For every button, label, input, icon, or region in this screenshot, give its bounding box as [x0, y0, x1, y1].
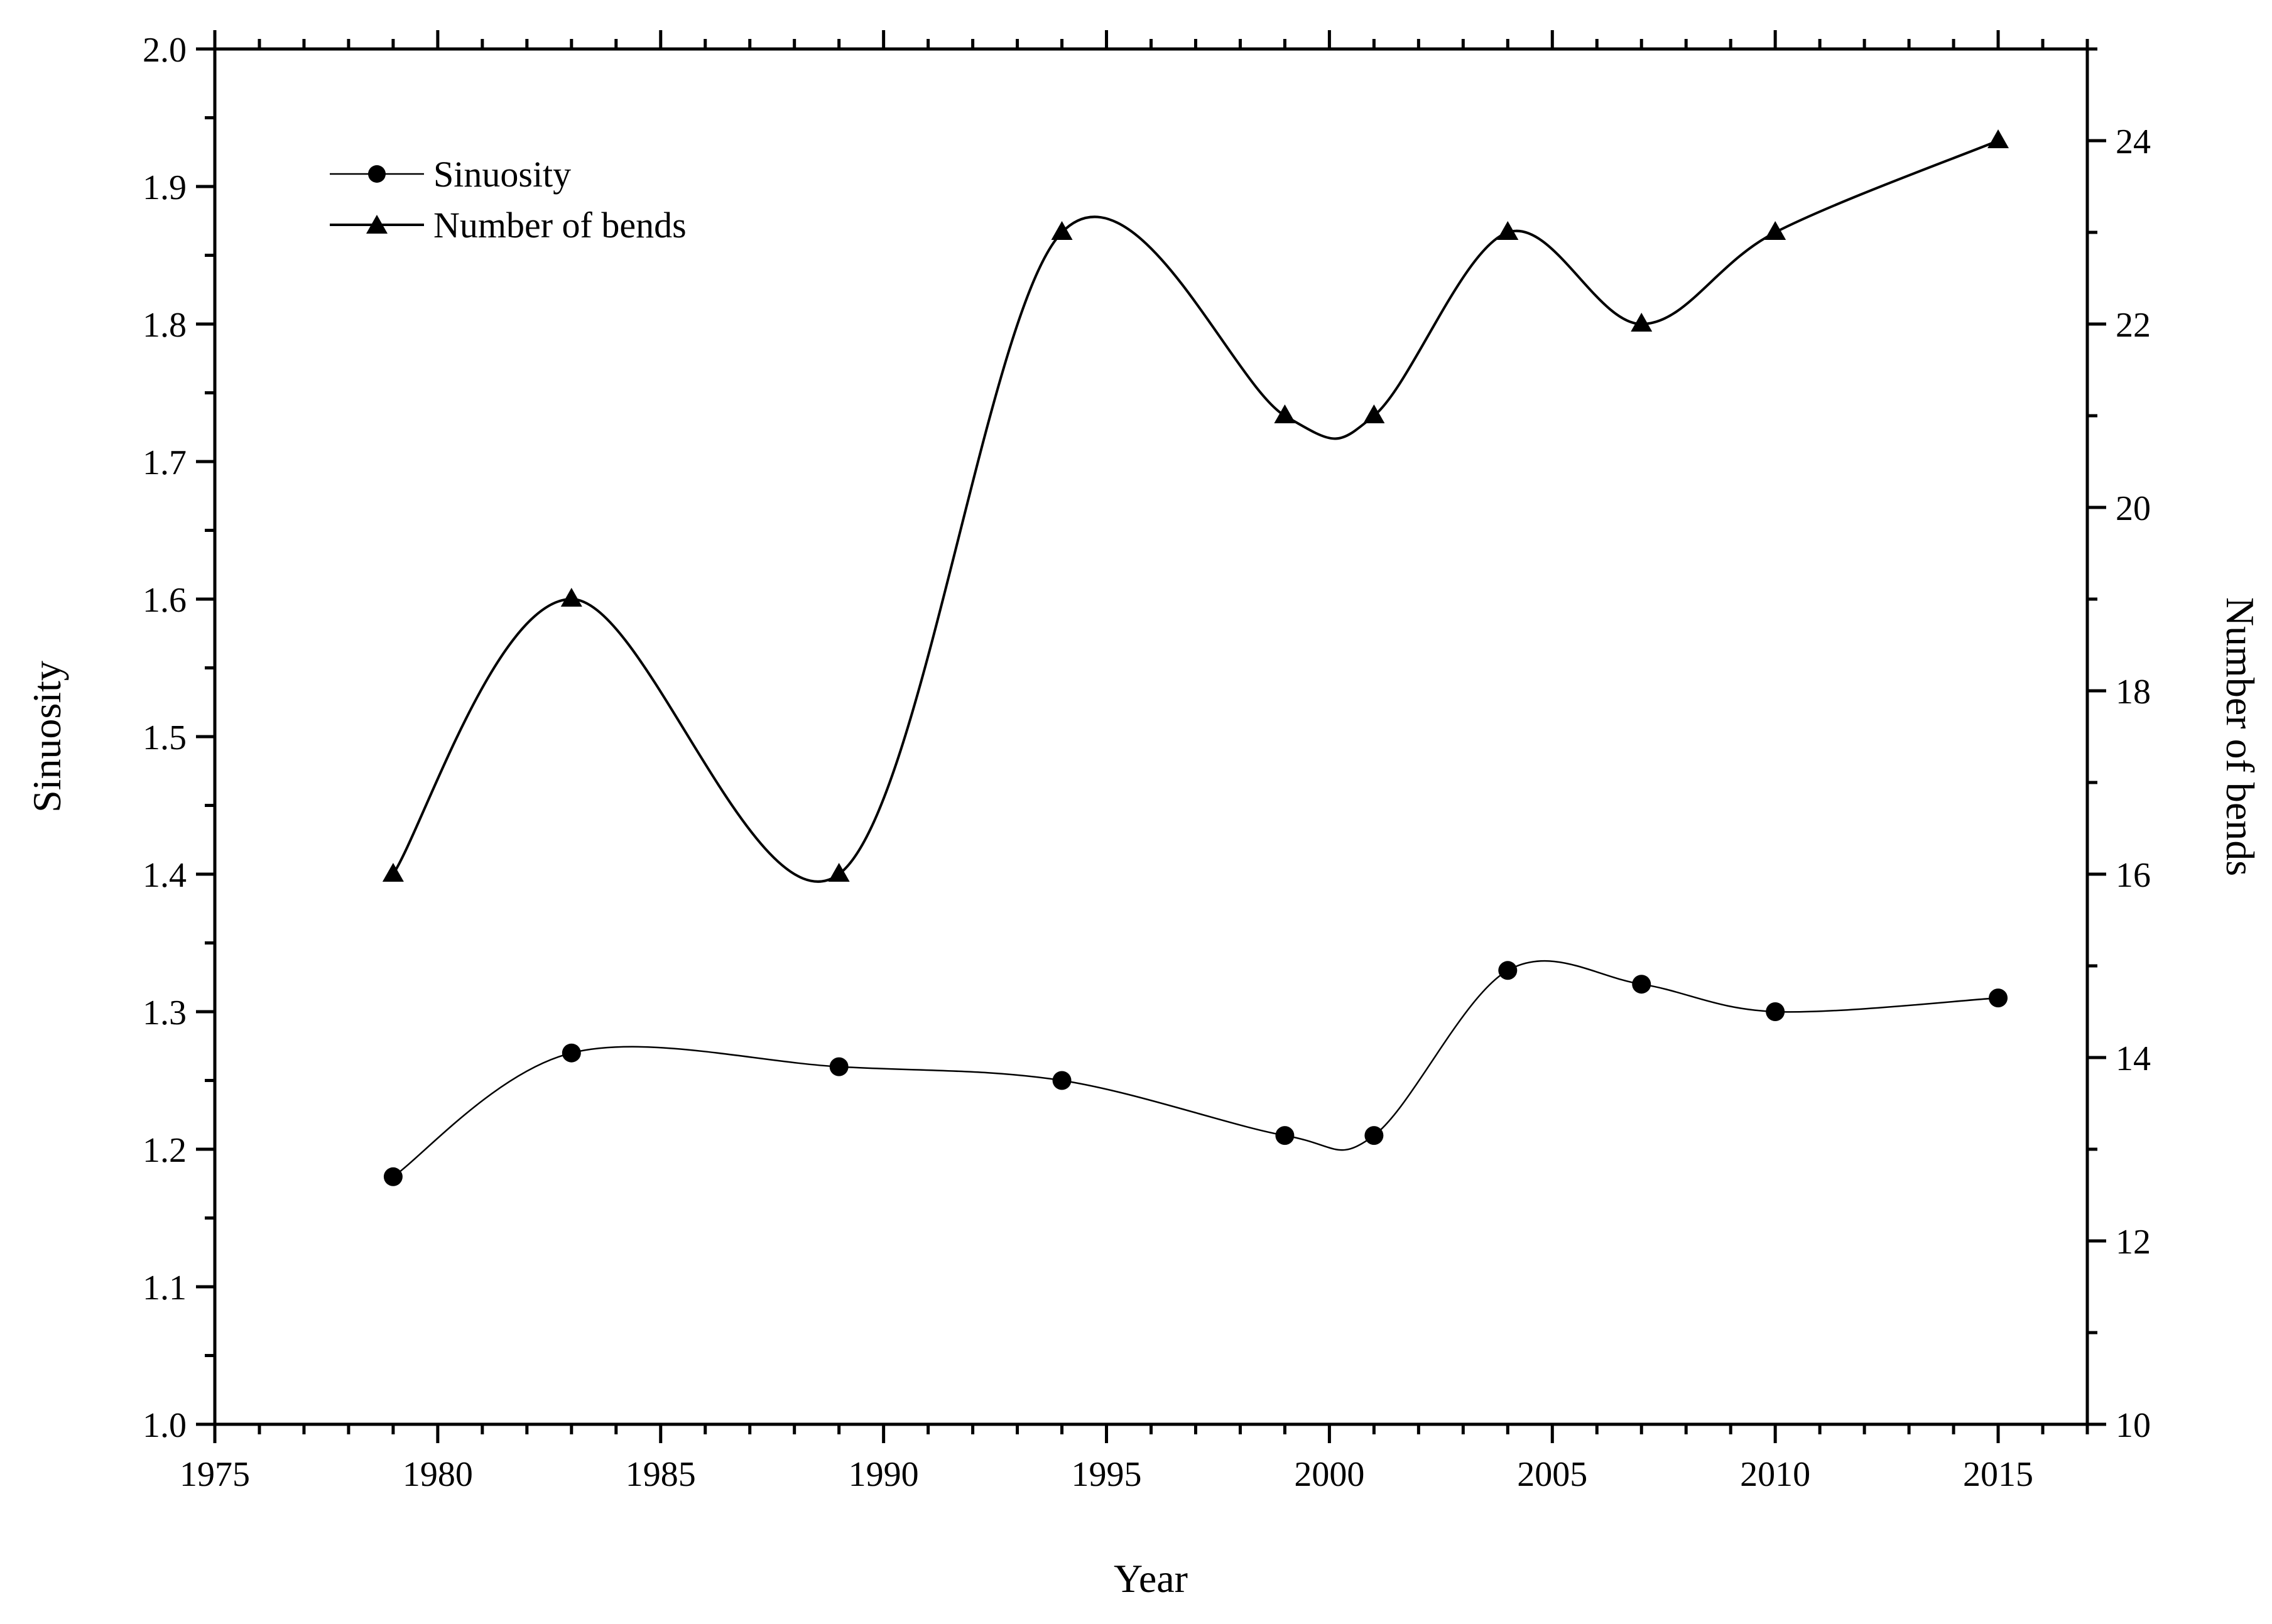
ticks-layer: 1975 1980 1985 1990 1995 2000 2005 2010 20151.01… [143, 30, 2151, 1494]
data-point-number-of-bends [1764, 221, 1786, 240]
data-point-number-of-bends [560, 588, 582, 607]
series-layer [382, 129, 2009, 1186]
data-point-sinuosity [1632, 975, 1651, 994]
data-point-number-of-bends [1274, 404, 1296, 423]
data-point-sinuosity [829, 1057, 849, 1076]
x-tick-label: 1975 [180, 1455, 250, 1494]
data-point-sinuosity [1052, 1071, 1072, 1090]
data-point-sinuosity [1498, 961, 1518, 980]
y-tick-label: 1.3 [143, 993, 187, 1032]
data-point-sinuosity [1766, 1002, 1785, 1021]
y2-tick-label: 10 [2116, 1406, 2151, 1445]
y-tick-label: 1.4 [143, 856, 187, 895]
y2-tick-label: 16 [2116, 856, 2151, 895]
x-tick-label: 1995 [1072, 1455, 1142, 1494]
legend-item-number-of-bends: Number of bends [330, 205, 687, 246]
data-point-number-of-bends [1631, 313, 1653, 332]
y2-tick-label: 14 [2116, 1039, 2151, 1078]
plot-frame [213, 47, 2089, 1426]
y-tick-label: 1.0 [143, 1406, 187, 1445]
legend-marker-sinuosity [368, 165, 386, 183]
y-axis-title: Sinuosity [24, 661, 69, 813]
data-point-sinuosity [1989, 988, 2008, 1008]
series-line-number-of-bends [392, 139, 1999, 883]
y2-tick-label: 22 [2116, 306, 2151, 345]
x-tick-label: 2005 [1517, 1455, 1587, 1494]
data-point-number-of-bends [828, 863, 850, 882]
x-tick-label: 2015 [1963, 1455, 2033, 1494]
y2-tick-label: 12 [2116, 1223, 2151, 1262]
y-tick-label: 1.5 [143, 718, 187, 757]
y-tick-label: 1.6 [143, 581, 187, 620]
legend-item-sinuosity: Sinuosity [330, 154, 571, 195]
y2-tick-label: 18 [2116, 673, 2151, 712]
y-tick-label: 1.8 [143, 306, 187, 345]
data-point-number-of-bends [1497, 221, 1519, 240]
y2-tick-label: 20 [2116, 489, 2151, 528]
y-tick-label: 2.0 [143, 31, 187, 70]
data-point-sinuosity [1275, 1126, 1295, 1145]
x-tick-label: 1985 [626, 1455, 696, 1494]
legend-label-number-of-bends: Number of bends [433, 205, 687, 246]
x-tick-label: 2010 [1740, 1455, 1810, 1494]
y-tick-label: 1.1 [143, 1269, 187, 1307]
data-point-number-of-bends [1363, 404, 1385, 423]
y-tick-label: 1.7 [143, 443, 187, 482]
legend-marker-number-of-bends [366, 215, 388, 234]
data-point-number-of-bends [1051, 221, 1073, 240]
y-tick-label: 1.9 [143, 168, 187, 207]
y2-axis-title: Number of bends [2218, 597, 2263, 876]
data-point-sinuosity [383, 1167, 403, 1186]
x-tick-label: 1990 [849, 1455, 919, 1494]
data-point-sinuosity [562, 1043, 581, 1063]
legend: Sinuosity Number of bends [330, 154, 687, 246]
x-tick-label: 1980 [403, 1455, 473, 1494]
data-point-number-of-bends [1987, 129, 2009, 148]
y-tick-label: 1.2 [143, 1131, 187, 1170]
x-tick-label: 2000 [1294, 1455, 1364, 1494]
y2-tick-label: 24 [2116, 122, 2151, 161]
data-point-sinuosity [1364, 1126, 1384, 1145]
x-axis-title: Year [1114, 1556, 1188, 1601]
series-line-sinuosity [393, 960, 1999, 1177]
data-point-number-of-bends [382, 863, 404, 882]
legend-label-sinuosity: Sinuosity [433, 154, 571, 195]
